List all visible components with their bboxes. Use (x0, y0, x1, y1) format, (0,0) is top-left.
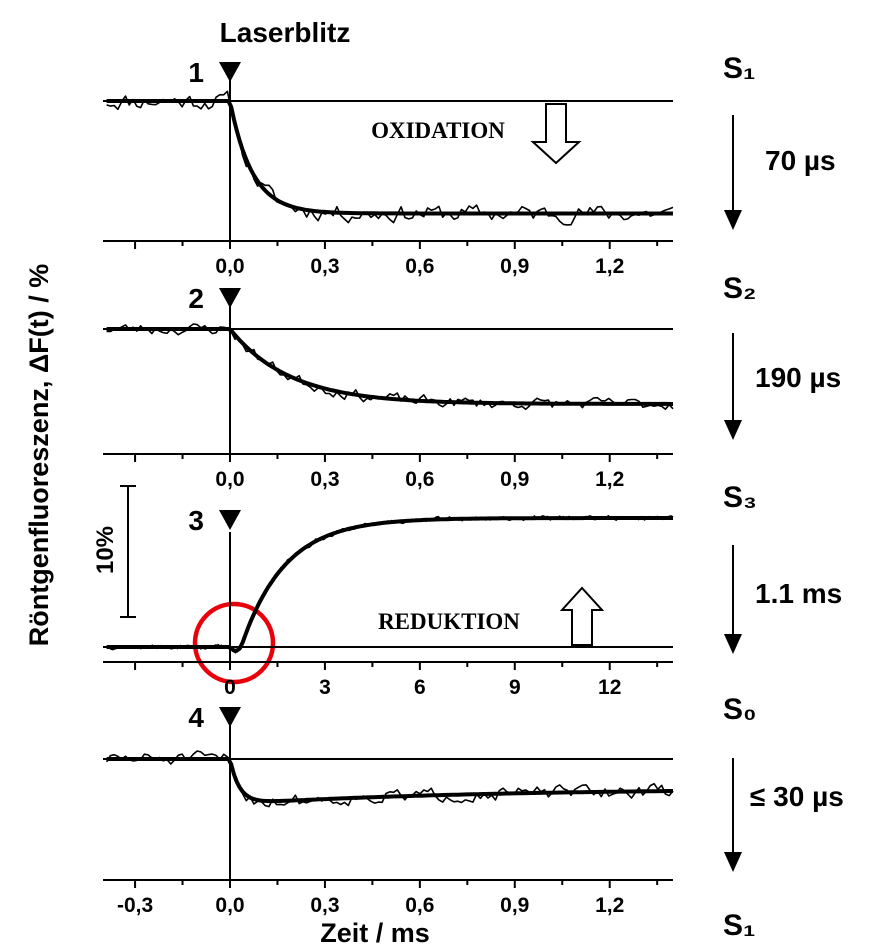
state-label: S₂ (723, 272, 756, 305)
state-label: S₁ (723, 909, 755, 942)
reduction-annotation: REDUKTION (378, 586, 605, 646)
tick-label: -0,3 (117, 894, 153, 917)
flash-label: Laserblitz (220, 17, 351, 48)
tick-label: 0,6 (405, 255, 434, 278)
y-axis-label: Röntgenfluoreszenz, ΔF(t) / % (24, 264, 54, 646)
panel-number: 3 (188, 505, 204, 536)
oxidation-label: OXIDATION (371, 118, 505, 143)
flash-marker-icon (219, 510, 241, 530)
transition-label: 190 µs (755, 362, 841, 393)
data-trace (106, 323, 674, 411)
data-trace (106, 90, 674, 226)
reduction-arrow-icon (559, 586, 605, 646)
transition-label: 70 µs (765, 145, 836, 176)
tick-label: 0,6 (405, 894, 434, 917)
flash-marker-icon (219, 62, 241, 82)
fit-curve (106, 99, 673, 216)
tick-label: 0,3 (310, 468, 339, 491)
panel-3: 0 3 6 9 12 3 (103, 505, 674, 699)
tick-label: 0,0 (215, 894, 244, 917)
state-label: S₃ (723, 481, 757, 514)
down-arrow-icon (724, 634, 742, 654)
tick-label: 0,9 (500, 468, 529, 491)
down-arrow-icon (724, 420, 742, 440)
panel-number: 4 (188, 702, 204, 733)
transition-label: ≤ 30 µs (750, 781, 844, 812)
flash-marker-icon (219, 707, 241, 727)
transition-arrows: 70 µs 190 µs 1.1 ms ≤ 30 µs (724, 115, 844, 872)
tick-label: 0 (224, 676, 236, 699)
oxidation-annotation: OXIDATION (371, 103, 582, 165)
fit-curve (106, 327, 673, 406)
scale-bar: 10% (92, 485, 136, 618)
tick-label: 1,2 (595, 255, 624, 278)
scale-bar-label: 10% (92, 526, 119, 574)
tick-label: 0,0 (215, 255, 244, 278)
tick-label: 1,2 (595, 894, 624, 917)
panel-4: -0,3 0,0 0,3 0,6 0,9 1,2 4 (103, 702, 674, 917)
panel-2: 0,0 0,3 0,6 0,9 1,2 2 (103, 283, 674, 491)
tick-label: 12 (598, 676, 621, 699)
tick-label: 3 (319, 676, 331, 699)
tick-label: 9 (509, 676, 521, 699)
x-axis-label: Zeit / ms (320, 918, 430, 948)
tick-label: 0,6 (405, 468, 434, 491)
state-labels: S₁ S₂ S₃ S₀ S₁ (723, 52, 757, 942)
highlight-circle (192, 601, 276, 685)
panel-number: 2 (188, 283, 204, 314)
down-arrow-icon (724, 210, 742, 230)
tick-label: 0,0 (215, 468, 244, 491)
state-label: S₀ (723, 693, 757, 726)
fit-curve (106, 757, 673, 804)
tick-label: 0,9 (500, 255, 529, 278)
reduction-label: REDUKTION (378, 609, 520, 634)
tick-label: 0,3 (310, 894, 339, 917)
flash-marker-icon (219, 288, 241, 308)
tick-label: 0,9 (500, 894, 529, 917)
tick-label: 0,3 (310, 255, 339, 278)
down-arrow-icon (724, 852, 742, 872)
panel-number: 1 (188, 57, 204, 88)
fit-curve (106, 516, 673, 653)
state-label: S₁ (723, 52, 755, 85)
data-trace (105, 750, 674, 808)
tick-label: 1,2 (595, 468, 624, 491)
panel-1: 0,0 0,3 0,6 0,9 1,2 1 (103, 57, 674, 278)
transition-label: 1.1 ms (755, 578, 842, 609)
panels: 0,0 0,3 0,6 0,9 1,2 1 0,0 0,3 0,6 0,9 1,2 2 0 3 6 9 12 3 -… (103, 57, 674, 917)
oxidation-arrow-icon (530, 103, 582, 165)
tick-label: 6 (414, 676, 426, 699)
